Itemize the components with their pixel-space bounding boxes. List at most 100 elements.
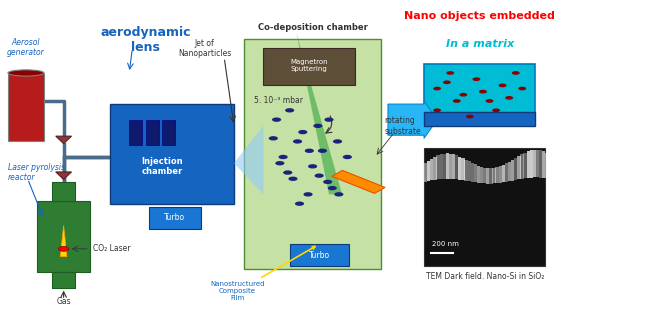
- Circle shape: [433, 108, 441, 112]
- Bar: [536, 150, 539, 177]
- Ellipse shape: [8, 70, 44, 76]
- Bar: [145, 120, 159, 144]
- Circle shape: [315, 174, 324, 178]
- Bar: [492, 168, 495, 183]
- Circle shape: [293, 139, 302, 143]
- Bar: [445, 154, 449, 179]
- Bar: [434, 157, 437, 180]
- Circle shape: [275, 161, 284, 165]
- Text: 200 nm: 200 nm: [432, 241, 459, 247]
- Bar: [458, 157, 461, 180]
- Bar: [474, 164, 477, 182]
- Circle shape: [433, 87, 441, 90]
- Bar: [424, 112, 536, 126]
- Circle shape: [505, 96, 513, 100]
- Bar: [480, 167, 483, 183]
- Circle shape: [343, 155, 352, 159]
- Circle shape: [303, 192, 313, 197]
- Text: Turbo: Turbo: [164, 213, 186, 222]
- Circle shape: [285, 108, 294, 112]
- Bar: [468, 161, 470, 181]
- Polygon shape: [234, 126, 263, 194]
- Polygon shape: [56, 136, 72, 143]
- Text: Injection
chamber: Injection chamber: [141, 157, 183, 176]
- Circle shape: [486, 99, 494, 103]
- Circle shape: [328, 186, 337, 190]
- Bar: [436, 155, 440, 179]
- Bar: [486, 168, 490, 183]
- Bar: [461, 158, 465, 180]
- Text: rotating
substrate: rotating substrate: [385, 116, 421, 136]
- Circle shape: [318, 149, 327, 153]
- Bar: [517, 156, 520, 179]
- Bar: [511, 160, 515, 181]
- Bar: [526, 151, 530, 178]
- Bar: [109, 104, 234, 204]
- Bar: [162, 120, 175, 144]
- Circle shape: [466, 115, 474, 118]
- Bar: [465, 160, 468, 181]
- Text: Co-deposition chamber: Co-deposition chamber: [258, 23, 368, 32]
- Text: Nano objects embedded: Nano objects embedded: [404, 11, 555, 21]
- Circle shape: [283, 171, 292, 175]
- Text: Nanostructured
Composite
Film: Nanostructured Composite Film: [210, 246, 315, 301]
- Bar: [332, 171, 385, 193]
- Circle shape: [334, 192, 343, 197]
- Text: CO₂ Laser: CO₂ Laser: [93, 244, 131, 253]
- Polygon shape: [296, 33, 342, 194]
- Circle shape: [278, 155, 288, 159]
- Circle shape: [333, 139, 342, 143]
- Bar: [443, 154, 446, 179]
- Circle shape: [272, 117, 281, 122]
- Text: < 10⁻² mbar: < 10⁻² mbar: [125, 81, 173, 90]
- Bar: [129, 120, 142, 144]
- Text: Magnetron
Sputtering: Magnetron Sputtering: [291, 59, 328, 72]
- Circle shape: [446, 71, 454, 75]
- FancyArrow shape: [388, 101, 437, 138]
- Bar: [440, 154, 443, 179]
- Circle shape: [59, 246, 69, 251]
- Bar: [430, 159, 434, 180]
- Bar: [542, 151, 545, 178]
- Circle shape: [323, 180, 332, 184]
- Bar: [508, 162, 511, 181]
- Circle shape: [295, 202, 304, 206]
- Bar: [495, 167, 499, 183]
- Text: 5. 10⁻³ mbar: 5. 10⁻³ mbar: [253, 96, 303, 106]
- Bar: [38, 201, 90, 272]
- Circle shape: [443, 80, 451, 84]
- Bar: [8, 73, 44, 141]
- Text: aerodynamic
lens: aerodynamic lens: [100, 26, 191, 54]
- Bar: [530, 150, 533, 178]
- Bar: [455, 155, 459, 179]
- Bar: [477, 166, 480, 183]
- Bar: [483, 168, 486, 183]
- Circle shape: [453, 99, 461, 103]
- Bar: [263, 48, 355, 85]
- Circle shape: [308, 164, 317, 169]
- Bar: [424, 163, 427, 182]
- Bar: [470, 163, 474, 182]
- Circle shape: [472, 77, 480, 81]
- Text: Laser pyrolysis
reactor: Laser pyrolysis reactor: [8, 163, 65, 182]
- Bar: [539, 150, 542, 178]
- Bar: [53, 182, 75, 201]
- Circle shape: [479, 90, 487, 94]
- Circle shape: [288, 176, 297, 181]
- Circle shape: [324, 117, 334, 122]
- Bar: [533, 150, 536, 177]
- Text: Turbo: Turbo: [309, 251, 330, 260]
- Circle shape: [499, 84, 507, 87]
- Circle shape: [459, 93, 467, 97]
- Bar: [514, 158, 517, 180]
- Text: TEM Dark field. Nano-Si in SiO₂: TEM Dark field. Nano-Si in SiO₂: [426, 272, 544, 281]
- Text: Jet of
Nanoparticles: Jet of Nanoparticles: [178, 39, 231, 58]
- Bar: [424, 148, 545, 266]
- Bar: [424, 64, 536, 126]
- Bar: [244, 39, 382, 269]
- Polygon shape: [56, 172, 72, 179]
- Circle shape: [298, 130, 307, 134]
- Polygon shape: [61, 225, 67, 257]
- Bar: [505, 163, 508, 182]
- Text: Aerosol
generator: Aerosol generator: [7, 38, 45, 57]
